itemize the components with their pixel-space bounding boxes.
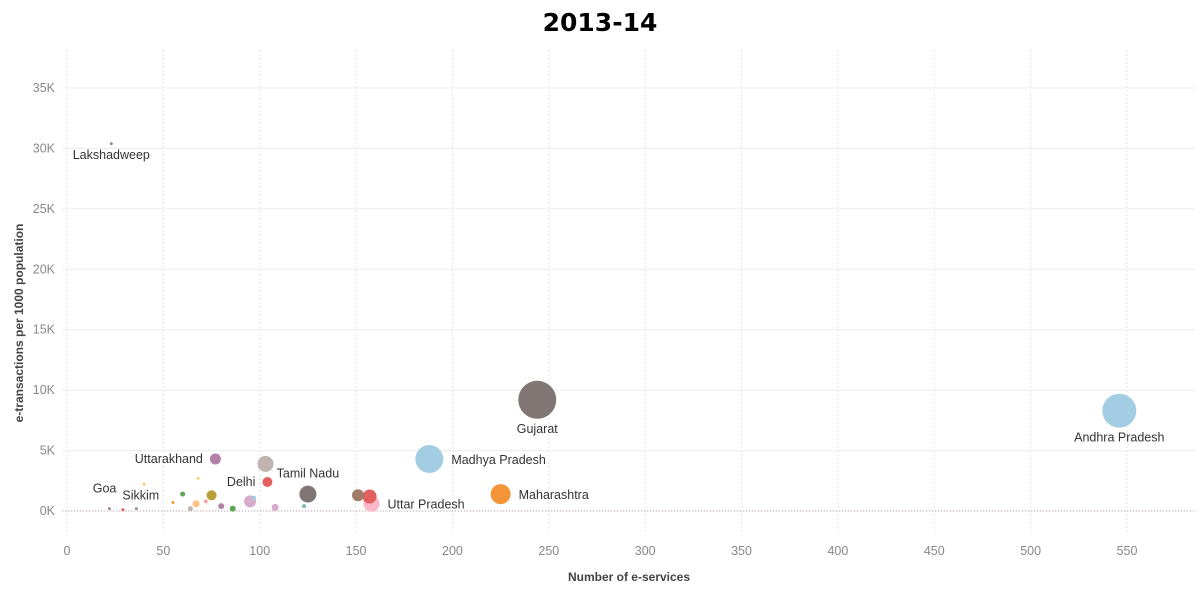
point-label-delhi: Delhi	[227, 475, 256, 489]
point[interactable]	[142, 482, 146, 486]
y-tick-label: 20K	[33, 262, 56, 276]
y-tick-label: 35K	[33, 81, 56, 95]
x-tick-label: 100	[249, 544, 270, 558]
point-gujarat[interactable]	[518, 380, 557, 419]
point[interactable]	[203, 499, 208, 504]
y-tick-label: 10K	[33, 383, 56, 397]
point-delhi[interactable]	[262, 476, 273, 487]
point-uttarakhand[interactable]	[209, 453, 221, 465]
point[interactable]	[229, 505, 236, 512]
point-madhya-pradesh[interactable]	[415, 445, 444, 474]
point-label-uttarakhand: Uttarakhand	[135, 452, 203, 466]
y-tick-label: 0K	[40, 504, 56, 518]
point-label-andhra-pradesh: Andhra Pradesh	[1074, 431, 1164, 445]
point[interactable]	[192, 500, 200, 508]
x-tick-label: 400	[827, 544, 848, 558]
point[interactable]	[352, 489, 365, 502]
point-label-maharashtra: Maharashtra	[519, 488, 589, 502]
point[interactable]	[271, 503, 279, 511]
x-axis-label: Number of e-services	[568, 570, 690, 584]
point-sikkim[interactable]	[134, 507, 138, 511]
y-tick-label: 15K	[33, 323, 56, 337]
x-tick-label: 550	[1117, 544, 1138, 558]
point[interactable]	[171, 501, 175, 505]
x-tick-label: 500	[1020, 544, 1041, 558]
point-andhra-pradesh[interactable]	[1102, 393, 1137, 428]
x-axis-ticks: 0 50 100 150 200 250 300 350 400 450 500 550	[64, 544, 1138, 558]
point-label-uttar-pradesh: Uttar Pradesh	[388, 498, 465, 512]
y-tick-label: 5K	[40, 444, 56, 458]
chart-title: 2013-14	[542, 8, 658, 37]
point[interactable]	[362, 489, 377, 504]
point-label-madhya-pradesh: Madhya Pradesh	[451, 453, 546, 467]
x-tick-label: 150	[346, 544, 367, 558]
point[interactable]	[206, 490, 217, 501]
point[interactable]	[187, 506, 193, 512]
y-axis-label: e-transactions per 1000 population	[12, 224, 26, 423]
point-label-tamil-nadu: Tamil Nadu	[277, 467, 340, 481]
point-label-lakshadweep: Lakshadweep	[73, 148, 150, 162]
y-tick-label: 25K	[33, 202, 56, 216]
point-label-goa: Goa	[93, 482, 117, 496]
point-tamil-nadu[interactable]	[299, 485, 317, 503]
y-tick-label: 30K	[33, 141, 56, 155]
point-goa[interactable]	[107, 507, 111, 511]
point[interactable]	[180, 491, 186, 497]
point-maharashtra[interactable]	[490, 484, 511, 505]
x-tick-label: 350	[731, 544, 752, 558]
x-tick-label: 0	[64, 544, 71, 558]
point-label-gujarat: Gujarat	[517, 422, 559, 436]
x-tick-label: 300	[635, 544, 656, 558]
point-labels: Lakshadweep Andhra Pradesh Gujarat Madhya P…	[73, 148, 1165, 512]
x-tick-label: 450	[924, 544, 945, 558]
point[interactable]	[121, 508, 125, 512]
point[interactable]	[196, 476, 200, 480]
point[interactable]	[302, 504, 307, 509]
point[interactable]	[218, 503, 225, 510]
point-label-sikkim: Sikkim	[122, 489, 159, 503]
x-tick-label: 50	[156, 544, 170, 558]
point[interactable]	[257, 455, 274, 472]
grid-lines	[62, 50, 1195, 535]
x-tick-label: 250	[538, 544, 559, 558]
point[interactable]	[251, 495, 256, 500]
x-tick-label: 200	[442, 544, 463, 558]
point-lakshadweep[interactable]	[109, 142, 113, 146]
y-axis-ticks: 0K 5K 10K 15K 20K 25K 30K 35K	[33, 81, 56, 518]
data-points	[107, 142, 1137, 512]
